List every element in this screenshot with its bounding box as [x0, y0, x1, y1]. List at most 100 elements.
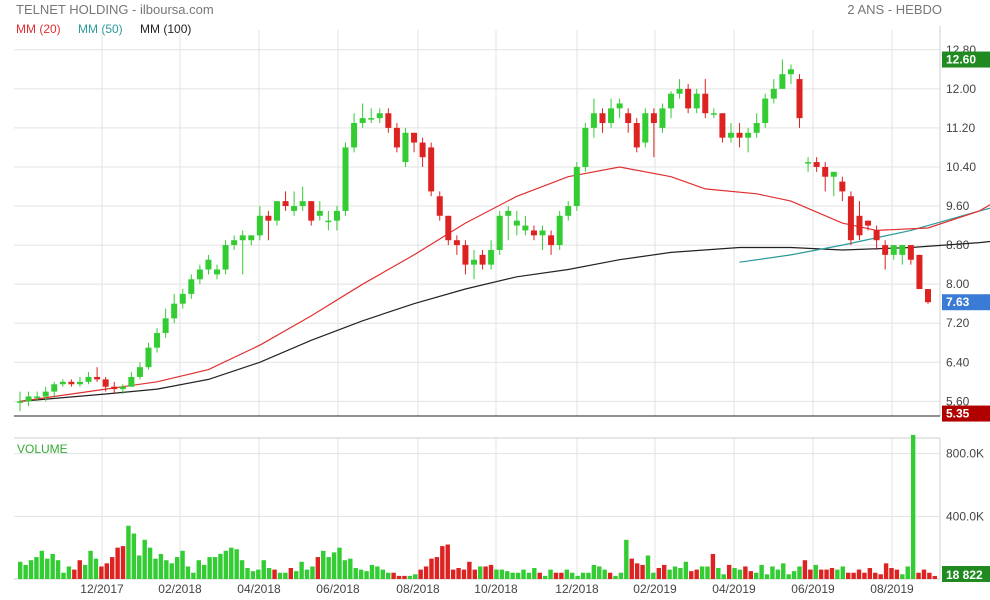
candle [316, 201, 323, 221]
volume-bar [846, 572, 851, 579]
last-volume-badge: 18 822 [946, 568, 983, 582]
candle [94, 367, 101, 382]
volume-bar [732, 568, 737, 579]
candle [830, 171, 837, 197]
volume-bar [553, 572, 559, 579]
mm20-line [19, 166, 990, 402]
volume-bar [450, 569, 456, 579]
volume-bar [164, 560, 169, 579]
candle-body [248, 235, 255, 241]
candle [102, 376, 109, 392]
volume-bar [510, 572, 515, 579]
candle-body [385, 113, 392, 128]
candle-body [865, 220, 872, 226]
candle-body [68, 381, 75, 385]
legend-mm50[interactable]: MM (50) [78, 22, 123, 36]
volume-bar [126, 525, 131, 579]
candle-body [642, 113, 649, 143]
volume-bar [759, 564, 764, 579]
candle [727, 123, 734, 143]
low-price-badge-bg [942, 405, 990, 422]
volume-bar [564, 569, 569, 579]
mm100-line [19, 240, 990, 402]
candle-body [25, 396, 32, 402]
volume-bar [889, 568, 894, 579]
volume-bar [570, 572, 575, 579]
volume-bar [120, 546, 126, 579]
volume-bar [218, 553, 223, 579]
legend-mm20[interactable]: MM (20) [16, 22, 61, 36]
volume-bar [910, 434, 916, 579]
candle-body [299, 201, 306, 207]
candle-body [222, 245, 229, 270]
volume-bar [602, 569, 607, 579]
candle-body [770, 88, 777, 99]
candle-body [471, 259, 477, 265]
candle [85, 372, 92, 385]
volume-bar [142, 539, 147, 579]
candle-body [94, 376, 101, 380]
candle-body [119, 386, 126, 390]
candle [188, 274, 195, 299]
candle [222, 240, 229, 275]
volume-bar [867, 568, 873, 579]
volume-bar [380, 569, 385, 579]
volume-bar [423, 566, 429, 579]
candle [907, 245, 914, 265]
volume-bar [434, 557, 440, 579]
volume-bar [18, 561, 23, 579]
legend-mm100[interactable]: MM (100) [140, 22, 192, 36]
volume-bar [467, 561, 472, 579]
candle [42, 386, 49, 402]
volume-bar [656, 568, 661, 579]
y-tick-label: 6.40 [946, 355, 970, 369]
candle-body [916, 254, 923, 290]
volume-bar [737, 569, 743, 579]
candle [179, 289, 186, 309]
candle-body [445, 215, 452, 241]
volume-bar [358, 569, 364, 579]
candle [676, 79, 683, 99]
volume-bar [299, 561, 304, 579]
candle [231, 235, 238, 250]
volume-bar [207, 557, 212, 579]
x-tick-label: 12/2018 [555, 582, 599, 596]
volume-bar [770, 566, 775, 579]
candle-body [17, 401, 23, 403]
volume-bar [456, 568, 461, 579]
x-tick-label: 02/2019 [633, 582, 677, 596]
volume-bar [916, 572, 921, 579]
volume-bar [894, 569, 900, 579]
volume-bar [478, 566, 483, 579]
volume-bar [781, 563, 786, 579]
candle-body [925, 289, 931, 303]
volume-bar [445, 544, 450, 579]
volume-bar [499, 569, 505, 579]
volume-bar [813, 564, 818, 579]
candle [282, 191, 289, 211]
candle-body [479, 254, 486, 265]
candle [479, 249, 486, 270]
candle [813, 157, 820, 172]
candle-body [779, 74, 786, 89]
volume-bar [191, 572, 196, 579]
candle-body [899, 245, 906, 255]
volume-bar [689, 571, 694, 579]
chart-period: 2 ANS - HEBDO [847, 2, 942, 17]
volume-bar [386, 572, 391, 579]
volume-bar [662, 564, 667, 579]
volume-bar [34, 557, 39, 579]
volume-bar [413, 574, 418, 579]
candle-body [736, 132, 743, 138]
volume-bar [272, 569, 277, 579]
volume-bar [921, 569, 927, 579]
candle-body [419, 142, 426, 158]
candle-body [154, 332, 161, 348]
candle [402, 127, 409, 167]
candle-body [676, 88, 683, 94]
volume-bar [483, 566, 488, 579]
mm50-line [739, 207, 990, 263]
volume-bar [575, 575, 580, 579]
volume-bar [229, 547, 234, 579]
